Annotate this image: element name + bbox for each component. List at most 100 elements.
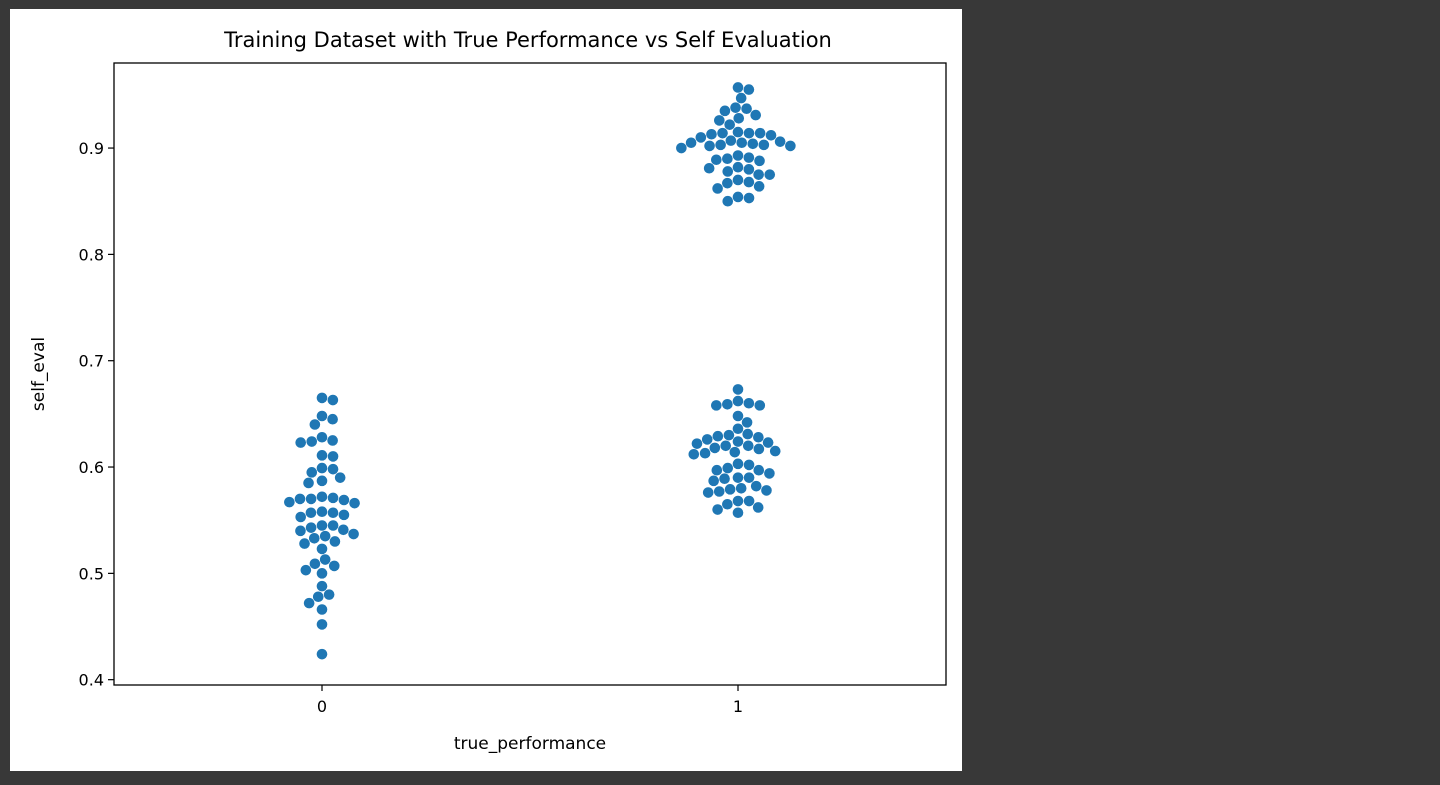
data-point bbox=[732, 161, 744, 173]
data-point bbox=[295, 437, 307, 448]
data-point bbox=[316, 450, 328, 461]
data-point bbox=[706, 128, 717, 140]
data-point bbox=[327, 507, 339, 519]
data-point bbox=[753, 431, 764, 443]
data-point bbox=[338, 524, 349, 536]
data-point bbox=[743, 152, 755, 163]
data-point bbox=[305, 522, 317, 533]
data-point bbox=[724, 119, 735, 130]
data-point bbox=[327, 520, 339, 531]
data-point bbox=[743, 192, 755, 204]
data-point bbox=[338, 509, 350, 521]
data-point bbox=[735, 483, 747, 494]
data-point bbox=[695, 132, 707, 143]
data-point bbox=[704, 140, 715, 152]
y-tick-label: 0.9 bbox=[79, 139, 104, 158]
data-point bbox=[316, 648, 328, 660]
data-point bbox=[316, 604, 328, 615]
data-point bbox=[319, 554, 331, 565]
points-layer bbox=[284, 82, 796, 660]
data-point bbox=[306, 436, 318, 447]
data-point bbox=[308, 532, 320, 544]
data-point bbox=[691, 438, 703, 449]
data-point bbox=[316, 491, 328, 503]
data-point bbox=[742, 440, 754, 452]
data-point bbox=[750, 109, 761, 121]
data-point bbox=[717, 127, 728, 139]
data-point bbox=[712, 504, 723, 515]
data-point bbox=[722, 498, 733, 510]
data-point bbox=[316, 462, 328, 474]
data-point bbox=[685, 137, 697, 149]
data-point bbox=[732, 423, 744, 435]
data-point bbox=[762, 437, 774, 448]
plot-area-frame bbox=[113, 62, 947, 686]
data-point bbox=[743, 164, 755, 175]
data-point bbox=[774, 136, 786, 147]
data-point bbox=[701, 434, 713, 445]
data-point bbox=[722, 462, 734, 474]
data-point bbox=[309, 419, 321, 430]
data-point bbox=[327, 413, 338, 425]
data-point bbox=[316, 431, 328, 443]
data-point bbox=[712, 183, 723, 194]
data-point bbox=[743, 127, 755, 139]
data-point bbox=[753, 464, 765, 476]
data-point bbox=[702, 487, 714, 498]
data-point bbox=[711, 154, 722, 166]
y-tick-label: 0.4 bbox=[79, 671, 104, 690]
data-point bbox=[742, 428, 754, 440]
data-point bbox=[725, 135, 737, 146]
data-point bbox=[316, 580, 328, 592]
swarm-chart: Training Dataset with True Performance v… bbox=[29, 28, 947, 754]
data-point bbox=[312, 591, 324, 603]
data-point bbox=[743, 472, 755, 483]
data-point bbox=[316, 520, 328, 531]
data-point bbox=[743, 397, 755, 409]
data-point bbox=[764, 468, 775, 479]
data-point bbox=[719, 473, 730, 485]
data-point bbox=[327, 394, 339, 406]
data-point bbox=[732, 495, 744, 507]
data-point bbox=[732, 126, 744, 138]
data-point bbox=[741, 417, 753, 428]
data-point bbox=[754, 400, 766, 411]
data-point bbox=[295, 525, 306, 537]
data-point bbox=[747, 138, 759, 150]
y-axis-label: self_eval bbox=[29, 337, 49, 411]
data-point bbox=[305, 507, 317, 519]
data-point bbox=[303, 477, 314, 489]
data-point bbox=[764, 169, 776, 180]
data-point bbox=[323, 589, 335, 600]
data-point bbox=[720, 440, 732, 452]
data-point bbox=[711, 400, 722, 411]
data-point bbox=[758, 139, 770, 151]
x-axis-label: true_performance bbox=[454, 734, 606, 754]
data-point bbox=[306, 467, 318, 478]
data-point bbox=[732, 384, 744, 395]
data-point bbox=[709, 442, 721, 454]
data-point bbox=[708, 475, 719, 487]
data-point bbox=[711, 464, 723, 476]
data-point bbox=[300, 564, 312, 576]
data-point bbox=[722, 195, 734, 207]
data-point bbox=[309, 558, 321, 570]
data-point bbox=[753, 443, 765, 455]
data-point bbox=[754, 155, 765, 167]
data-point bbox=[732, 191, 744, 203]
data-point bbox=[294, 493, 306, 505]
data-point bbox=[722, 166, 734, 177]
data-point bbox=[743, 495, 755, 507]
data-point bbox=[316, 506, 328, 517]
data-point bbox=[712, 430, 724, 442]
data-point bbox=[785, 140, 796, 152]
data-point bbox=[732, 458, 744, 470]
data-point bbox=[348, 528, 359, 540]
data-point bbox=[316, 568, 328, 579]
data-point bbox=[722, 177, 733, 189]
data-point bbox=[688, 448, 700, 460]
data-point bbox=[715, 139, 726, 151]
data-point bbox=[713, 486, 725, 497]
data-point bbox=[699, 447, 711, 459]
